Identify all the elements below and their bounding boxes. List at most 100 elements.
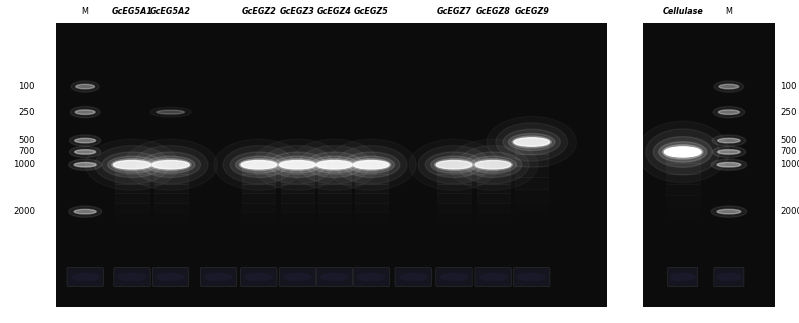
Bar [281, 193, 314, 203]
Text: 250: 250 [781, 108, 797, 117]
Bar [153, 222, 188, 231]
Ellipse shape [512, 136, 551, 148]
Bar [242, 212, 276, 222]
Ellipse shape [514, 138, 550, 146]
Ellipse shape [646, 129, 720, 175]
Bar [242, 222, 276, 231]
Bar [115, 241, 149, 250]
Bar [281, 184, 314, 193]
Ellipse shape [718, 110, 739, 114]
Ellipse shape [479, 274, 507, 281]
Bar [437, 165, 471, 174]
Bar [437, 193, 471, 203]
Ellipse shape [150, 159, 191, 171]
Bar [115, 165, 149, 174]
Text: 500: 500 [781, 136, 797, 145]
FancyBboxPatch shape [316, 267, 352, 287]
Ellipse shape [475, 161, 511, 169]
Bar [153, 193, 188, 203]
Ellipse shape [670, 274, 695, 281]
Bar [242, 203, 276, 212]
Bar [318, 222, 351, 231]
Bar [515, 142, 548, 154]
FancyBboxPatch shape [240, 267, 277, 287]
Bar [281, 174, 314, 184]
Ellipse shape [662, 145, 703, 159]
FancyBboxPatch shape [201, 267, 237, 287]
Ellipse shape [72, 274, 99, 281]
Bar [318, 203, 351, 212]
Ellipse shape [436, 161, 472, 169]
FancyBboxPatch shape [113, 267, 150, 287]
Ellipse shape [658, 142, 707, 162]
Ellipse shape [69, 159, 101, 171]
Ellipse shape [74, 162, 96, 167]
Text: 700: 700 [18, 147, 35, 156]
Text: 250: 250 [18, 108, 35, 117]
Bar [242, 174, 276, 184]
Bar [666, 173, 700, 184]
Ellipse shape [236, 156, 282, 173]
Bar [318, 231, 351, 241]
Bar [476, 212, 510, 222]
Text: 1000: 1000 [781, 160, 799, 169]
Bar [242, 184, 276, 193]
Ellipse shape [284, 274, 311, 281]
Text: M: M [725, 6, 733, 16]
Bar [437, 174, 471, 184]
Bar [153, 231, 188, 241]
FancyBboxPatch shape [435, 267, 472, 287]
Text: GcEG5A2: GcEG5A2 [150, 6, 191, 16]
Bar [242, 241, 276, 250]
Bar [476, 203, 510, 212]
FancyBboxPatch shape [514, 267, 550, 287]
Bar [153, 241, 188, 250]
Bar [281, 231, 314, 241]
Bar [355, 184, 388, 193]
Ellipse shape [268, 152, 326, 178]
Ellipse shape [70, 135, 101, 146]
Text: 500: 500 [18, 136, 35, 145]
Bar [666, 238, 700, 249]
FancyBboxPatch shape [395, 267, 431, 287]
Ellipse shape [118, 274, 145, 281]
Ellipse shape [223, 146, 295, 184]
Text: M: M [81, 6, 89, 16]
Bar [666, 249, 700, 260]
Ellipse shape [157, 274, 185, 281]
Bar [476, 222, 510, 231]
Bar [476, 165, 510, 174]
Ellipse shape [108, 156, 157, 173]
Ellipse shape [239, 159, 279, 171]
Bar [318, 250, 351, 260]
Bar [281, 250, 314, 260]
Ellipse shape [464, 152, 522, 178]
Text: GcEGZ3: GcEGZ3 [280, 6, 315, 16]
Bar [515, 248, 548, 260]
Bar [153, 212, 188, 222]
Ellipse shape [717, 162, 741, 167]
Ellipse shape [425, 152, 483, 178]
Bar [515, 177, 548, 189]
Ellipse shape [348, 156, 395, 173]
Bar [476, 174, 510, 184]
Ellipse shape [435, 159, 474, 171]
Bar [242, 231, 276, 241]
Bar [437, 222, 471, 231]
Bar [666, 217, 700, 227]
Ellipse shape [714, 81, 744, 92]
Ellipse shape [74, 138, 96, 143]
Ellipse shape [508, 133, 555, 151]
Bar [515, 166, 548, 177]
Ellipse shape [315, 159, 354, 171]
Ellipse shape [718, 150, 740, 154]
Bar [666, 163, 700, 173]
FancyBboxPatch shape [67, 267, 103, 287]
Bar [281, 165, 314, 174]
Bar [476, 250, 510, 260]
Ellipse shape [496, 123, 567, 161]
Ellipse shape [470, 156, 516, 173]
FancyBboxPatch shape [668, 267, 698, 287]
Ellipse shape [245, 274, 272, 281]
Bar [355, 231, 388, 241]
